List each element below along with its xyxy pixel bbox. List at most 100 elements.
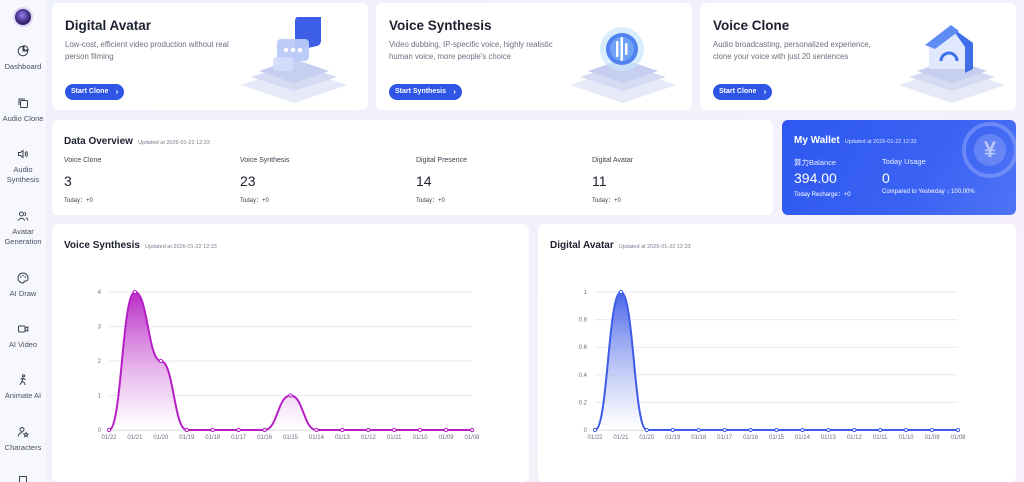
stat-today: Today：+0 — [592, 198, 621, 204]
sidebar-item-label: AI Video — [8, 340, 38, 349]
copy-icon — [18, 98, 28, 108]
more-item-icon — [19, 476, 27, 482]
data-point — [106, 427, 112, 433]
x-tick-label: 01/12 — [847, 435, 863, 441]
x-tick-label: 01/18 — [205, 435, 221, 441]
compare-yesterday: Compared to Yesterday ↓ 100.00% — [882, 189, 975, 195]
x-tick-label: 01/15 — [283, 435, 299, 441]
button-label: Start Synthesis — [395, 88, 446, 95]
voice-clone-card: Voice Clone Audio broadcasting, personal… — [700, 3, 1016, 110]
voice-clone-illustration-icon — [899, 25, 1005, 103]
yen-circle-decoration — [962, 122, 1016, 178]
digital-avatar-chart-card: Digital Avatar Updated at 2026-01-22 12:3… — [538, 224, 1016, 482]
data-point — [618, 289, 624, 295]
data-point — [288, 393, 293, 398]
x-tick-label: 01/08 — [950, 435, 966, 441]
y-tick-label: 0.4 — [579, 373, 588, 379]
x-tick-label: 01/19 — [179, 435, 195, 441]
stat-label: Digital Presence — [416, 157, 467, 164]
speaker-icon — [18, 149, 28, 159]
stat-today: Today：+0 — [416, 198, 445, 204]
sidebar-item-label: Characters — [4, 443, 42, 452]
sidebar-item-audio-clone[interactable]: Audio Clone — [0, 97, 46, 124]
x-tick-label: 01/13 — [335, 435, 351, 441]
x-tick-label: 01/20 — [153, 435, 169, 441]
stat-label: Voice Synthesis — [240, 157, 290, 164]
y-tick-label: 0.6 — [579, 345, 588, 351]
chevron-right-icon: › — [115, 87, 119, 96]
card-title: Digital Avatar — [65, 18, 152, 33]
data-point — [314, 427, 319, 433]
chart-title: Digital Avatar Updated at 2026-01-22 12:3… — [550, 240, 691, 251]
x-tick-label: 01/09 — [439, 435, 455, 441]
video-icon — [18, 325, 29, 333]
sidebar-item-audio-synthesis[interactable]: Audio Synthesis — [0, 148, 46, 185]
series-area — [595, 292, 958, 430]
person-running-icon — [19, 374, 26, 386]
x-tick-label: 01/10 — [899, 435, 915, 441]
updated-timestamp: Updated at 2026-01-22 12:33 — [137, 140, 210, 146]
usage-label: Today Usage — [882, 157, 926, 166]
data-point — [592, 427, 598, 433]
button-label: Start Clone — [719, 88, 757, 95]
updated-timestamp: Updated at 2026-01-22 12:33 — [144, 244, 217, 250]
card-description: Low-cost, efficient video production wit… — [65, 40, 229, 61]
x-tick-label: 01/10 — [413, 435, 429, 441]
sidebar-item-label: Animate AI — [4, 391, 42, 400]
x-tick-label: 01/13 — [821, 435, 837, 441]
button-label: Start Clone — [71, 88, 109, 95]
x-tick-label: 01/21 — [127, 435, 143, 441]
series-area — [109, 292, 472, 430]
card-title: Voice Clone — [713, 18, 790, 33]
digital-avatar-chart: 0 0.2 0.4 0.6 0.8 1 01/22 01/21 01/20 01/19 01/18 0… — [579, 289, 966, 441]
x-tick-label: 01/15 — [769, 435, 785, 441]
overview-title: Data Overview — [64, 136, 133, 147]
x-tick-label: 01/22 — [587, 435, 603, 441]
balance-value: 394.00 — [794, 170, 837, 186]
series-line — [594, 290, 958, 431]
start-clone-button[interactable]: Start Clone › — [713, 84, 773, 100]
stat-value: 14 — [416, 173, 432, 189]
stat-value: 23 — [240, 173, 256, 189]
series-line — [108, 290, 472, 431]
sidebar-item-animate-ai[interactable]: Animate AI — [0, 374, 46, 401]
sidebar-item-ai-draw[interactable]: AI Draw — [0, 272, 46, 299]
sidebar-item-ai-video[interactable]: AI Video — [0, 323, 46, 350]
data-point — [340, 427, 345, 433]
y-tick-label: 0 — [98, 428, 102, 434]
data-point — [443, 427, 449, 433]
data-point — [262, 427, 267, 433]
start-clone-button[interactable]: Start Clone › — [65, 84, 125, 100]
chart-title: Voice Synthesis Updated at 2026-01-22 12:… — [64, 240, 217, 251]
y-tick-label: 0.2 — [579, 400, 588, 406]
voice-synthesis-chart-card: Voice Synthesis Updated at 2026-01-22 12:… — [52, 224, 529, 482]
avatar-illustration-icon — [241, 17, 347, 103]
stat-value: 3 — [64, 173, 72, 189]
wallet-title-text: My Wallet — [794, 135, 840, 146]
usage-value: 0 — [882, 170, 890, 186]
data-point — [904, 427, 909, 433]
chevron-right-icon: › — [453, 87, 456, 96]
users-icon — [17, 211, 29, 221]
sidebar-item-dashboard[interactable]: Dashboard — [0, 45, 46, 72]
app-logo[interactable] — [13, 7, 33, 27]
y-tick-label: 1 — [98, 394, 102, 400]
voice-synthesis-chart: 0 1 2 3 4 01/22 01/21 01/20 01/19 01/18 01/17 01/16… — [98, 289, 480, 441]
data-point — [392, 427, 397, 433]
sidebar-item-avatar-generation[interactable]: Avatar Generation — [0, 210, 46, 247]
sidebar-item-characters[interactable]: Characters — [0, 426, 46, 453]
data-overview-card: Data Overview Updated at 2026-01-22 12:33… — [52, 120, 773, 215]
x-tick-label: 01/21 — [613, 435, 629, 441]
stat-today: Today：+0 — [64, 198, 93, 204]
start-synthesis-button[interactable]: Start Synthesis › — [389, 84, 462, 100]
sidebar: Dashboard Audio Clone Audio Synthesis Av… — [0, 0, 46, 482]
stat-label: Voice Clone — [64, 157, 102, 164]
today-recharge: Today Recharge：+0 — [794, 192, 851, 198]
x-tick-label: 01/11 — [387, 435, 402, 441]
chart-title-text: Voice Synthesis — [64, 240, 140, 251]
digital-avatar-card: Digital Avatar Low-cost, efficient video… — [52, 3, 368, 110]
x-tick-label: 01/16 — [257, 435, 273, 441]
data-point — [184, 427, 189, 433]
x-tick-label: 01/18 — [691, 435, 707, 441]
x-tick-label: 01/12 — [361, 435, 377, 441]
